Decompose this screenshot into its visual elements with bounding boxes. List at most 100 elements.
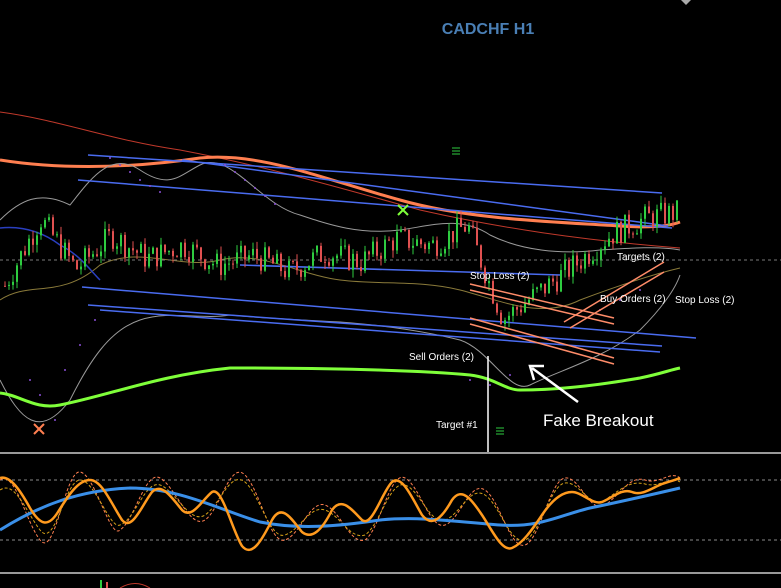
bear-candle [328,262,330,266]
bear-candle [544,283,546,294]
bull-candle [560,270,562,292]
bull-candle [508,315,510,321]
bull-candle [128,248,130,258]
bear-candle [588,253,590,264]
bear-candle [380,255,382,259]
bear-candle [268,247,270,258]
bull-candle [608,238,610,247]
bear-candle [188,256,190,262]
bear-candle [260,258,262,271]
bear-candle [96,254,98,257]
bear-candle [204,259,206,270]
bear-candle [492,281,494,304]
bear-candle [280,253,282,272]
bear-candle [4,285,6,287]
bull-candle [336,255,338,259]
bear-candle [176,256,178,258]
bear-candle [60,234,62,259]
bull-candle [84,248,86,267]
bear-candle [356,253,358,268]
bull-candle [44,220,46,228]
bear-candle [256,248,258,259]
bear-candle [88,248,90,257]
bear-candle [108,228,110,232]
bull-candle [616,221,618,244]
bull-candle [20,251,22,266]
next-panel-peek [100,580,151,588]
bear-candle [136,250,138,253]
bull-candle [252,248,254,256]
bull-candle [64,242,66,259]
entry-marker-icon [397,204,409,216]
bull-candle [656,209,658,227]
bear-candle [672,205,674,220]
order-line-6 [569,271,665,329]
bull-candle [364,251,366,272]
bear-candle [68,242,70,256]
bear-candle [436,240,438,256]
bull-candle [56,234,58,236]
targets-label: Targets (2) [617,252,665,263]
bull-candle [624,214,626,243]
bear-candle [648,206,650,214]
bull-candle [16,265,18,282]
target-1-label: Target #1 [436,420,478,431]
bear-candle [368,251,370,255]
bull-candle [224,263,226,275]
bull-candle [160,244,162,267]
bear-candle [24,251,26,255]
bear-candle [324,261,326,263]
channel-line-3 [181,159,669,227]
bull-candle [80,266,82,270]
oscillator-dashed-red [0,471,681,546]
bear-candle [580,265,582,269]
channel-lines [77,154,697,353]
signal-marker-icon [452,147,504,435]
bear-candle [144,243,146,267]
dotted-indicator [29,157,641,421]
bear-candle [388,239,390,241]
bull-candle [312,252,314,266]
bear-candle [232,263,234,265]
bear-candle [480,245,482,268]
order-line-4 [469,323,615,365]
bear-candle [500,312,502,325]
bull-candle [192,244,194,262]
bear-candle [404,229,406,231]
channel-line-2 [77,179,673,229]
bull-candle [456,217,458,243]
bull-candle [152,247,154,254]
bull-candle [120,234,122,247]
bull-candle [240,245,242,253]
stop-loss-left-label: Stop Loss (2) [470,271,529,282]
bull-candle [304,270,306,277]
bear-candle [556,281,558,292]
bull-candle [236,252,238,264]
bull-candle [8,284,10,286]
buy-orders-label: Buy Orders (2) [600,294,666,305]
bull-candle [140,243,142,253]
bull-candle [100,251,102,257]
bear-candle [124,234,126,258]
bull-candle [564,259,566,271]
bull-candle [468,225,470,232]
bear-candle [576,255,578,266]
chart-title: CADCHF H1 [442,21,535,38]
bull-candle [488,281,490,284]
bull-candle [536,287,538,290]
bear-candle [612,238,614,244]
bull-candle [584,253,586,269]
bear-candle [320,245,322,262]
bear-candle [220,253,222,275]
bull-candle [400,229,402,232]
bull-candle [216,253,218,264]
bear-candle [184,242,186,257]
blue-trend-curve [0,226,101,281]
bull-candle [636,233,638,235]
bull-candle [396,231,398,251]
bear-candle [272,257,274,264]
bear-candle [292,260,294,262]
bull-candle [644,206,646,219]
bull-candle [180,242,182,258]
